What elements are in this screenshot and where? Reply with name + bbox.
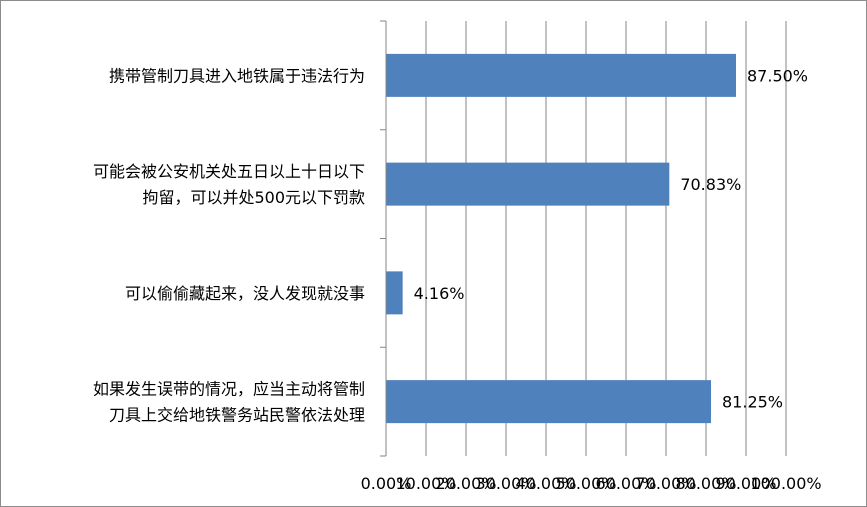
x-tick-label: 20.00%	[435, 474, 496, 493]
category-axis	[380, 20, 387, 457]
x-tick-label: 40.00%	[515, 474, 576, 493]
bar	[386, 53, 736, 97]
x-tick-label: 70.00%	[635, 474, 696, 493]
x-tick-label: 80.00%	[675, 474, 736, 493]
labels: 0.00%10.00%20.00%30.00%40.00%50.00%60.00…	[93, 66, 822, 493]
x-tick-label: 90.00%	[715, 474, 776, 493]
data-label: 87.50%	[747, 66, 808, 85]
x-tick-label: 10.00%	[395, 474, 456, 493]
bar	[386, 162, 670, 206]
category-label: 拘留，可以并处500元以下罚款	[142, 188, 365, 207]
x-tick-label: 30.00%	[475, 474, 536, 493]
bar	[386, 380, 711, 424]
x-tick-label: 0.00%	[361, 474, 412, 493]
data-label: 4.16%	[414, 284, 465, 303]
x-tick-label: 100.00%	[750, 474, 821, 493]
bars	[386, 53, 736, 424]
x-tick-label: 60.00%	[595, 474, 656, 493]
x-tick-label: 50.00%	[555, 474, 616, 493]
category-label: 刀具上交给地铁警务站民警依法处理	[109, 406, 365, 425]
bar	[386, 271, 403, 315]
data-label: 81.25%	[722, 393, 783, 412]
category-label: 可能会被公安机关处五日以上十日以下	[93, 162, 365, 181]
category-label: 可以偷偷藏起来，没人发现就没事	[125, 284, 365, 303]
category-label: 如果发生误带的情况，应当主动将管制	[93, 380, 365, 399]
category-label: 携带管制刀具进入地铁属于违法行为	[109, 66, 365, 85]
data-label: 70.83%	[680, 175, 741, 194]
